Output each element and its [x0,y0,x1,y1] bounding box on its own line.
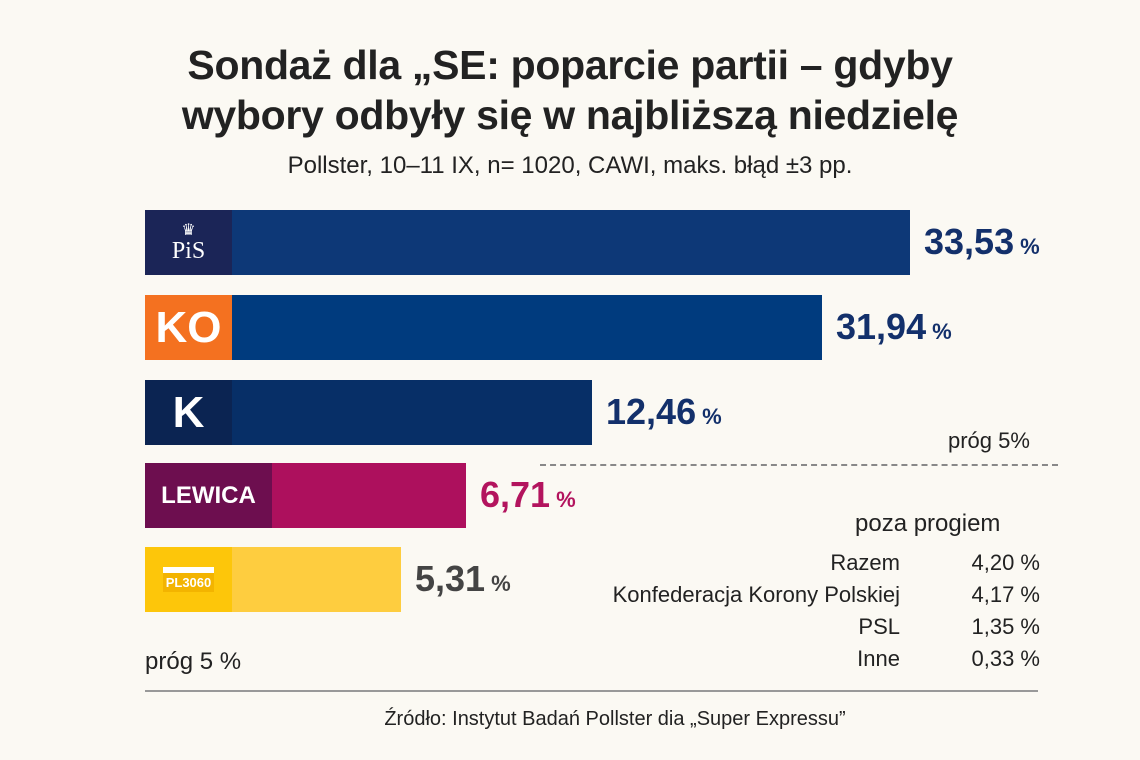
value-label-pis: 33,53% [924,221,1040,262]
bar-fill [232,547,401,612]
threshold-label-upper: próg 5% [948,428,1030,453]
threshold-line [540,464,1058,466]
chart-subtitle: Pollster, 10–11 IX, n= 1020, CAWI, maks.… [287,152,853,179]
party-logo-pis: ♛ PiS [145,210,232,275]
value-label-ko: 31,94% [836,306,952,347]
chart-title-line2: wybory odbyły się w najbliższą niedzielę [181,92,959,138]
party-name: Inne [857,646,900,671]
below-threshold-row: Konfederacja Korony Polskiej 4,17 % [540,582,1040,614]
chart-title-line1: Sondaż dla „SE: poparcie partii – gdyby [187,42,953,88]
bar-k: K [145,380,592,445]
party-logo-pl2050: PL3060 [145,547,232,612]
value-label-k: 12,46% [606,391,722,432]
bar-ko: KO [145,295,822,360]
party-name: Konfederacja Korony Polskiej [612,582,900,607]
source-note: Źródło: Instytut Badań Pollster dia „Sup… [384,708,846,730]
bar-pis: ♛ PiS [145,210,910,275]
party-logo-ko: KO [145,295,232,360]
below-threshold-heading: poza progiem [855,510,1001,537]
threshold-label-lower: próg 5 % [145,648,242,675]
value-label-pl2050: 5,31% [415,558,511,599]
bar-fill [232,295,822,360]
below-threshold-row: Razem 4,20 % [540,550,1040,582]
bar-fill [232,380,592,445]
bar-lewica: LEWICA [145,463,466,528]
bar-pl2050: PL3060 [145,547,401,612]
below-threshold-row: PSL 1,35 % [540,614,1040,646]
bar-fill [232,210,910,275]
party-logo-k: K [145,380,232,445]
party-name: Razem [830,550,900,575]
bar-fill [272,463,466,528]
below-threshold-row: Inne 0,33 % [540,646,1040,678]
value-label-lewica: 6,71% [480,474,576,515]
footer-divider [145,690,1038,692]
party-logo-lewica: LEWICA [145,463,272,528]
party-name: PSL [858,614,900,639]
party-value: 4,17 % [971,582,1041,607]
party-value: 0,33 % [971,646,1041,671]
party-value: 1,35 % [971,614,1041,639]
party-value: 4,20 % [971,550,1041,575]
